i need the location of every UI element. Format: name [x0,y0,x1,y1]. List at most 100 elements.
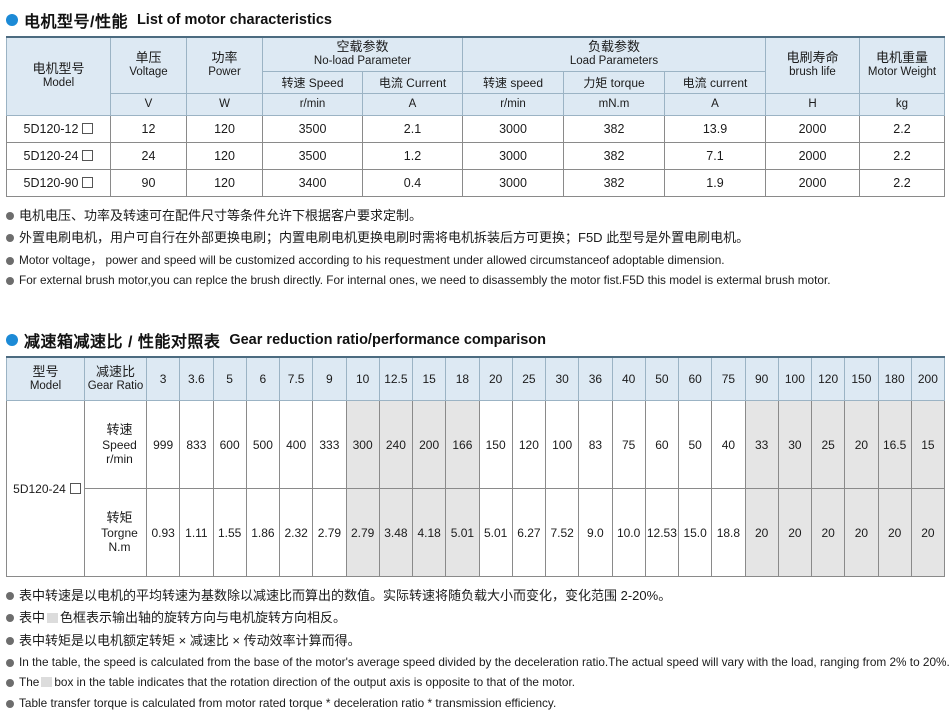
cell-torque-15: 4.18 [411,488,447,577]
cell-load-speed: 3000 [462,141,564,170]
cell-speed-9: 333 [312,400,347,489]
cell-brush-life: 2000 [765,141,860,170]
note-text: The box in the table indicates that the r… [19,675,575,690]
bullet-dot-icon [6,658,14,667]
cell-motor-weight: 2.2 [859,114,945,143]
cell-model: 5D120-12 [6,114,111,143]
note-text: 电机电压、功率及转速可在配件尺寸等条件允许下根据客户要求定制。 [19,208,423,223]
cell-voltage: 24 [110,141,187,170]
th-ratio-7.5: 7.5 [278,356,314,401]
cell-torque-30: 7.52 [544,488,580,577]
th-ratio-50: 50 [644,356,680,401]
note-pre: In the table, the speed is calculated fr… [19,654,950,669]
list-item: 表中转矩是以电机额定转矩 × 减速比 × 传动效率计算而得。 [0,633,950,649]
th-gear-model-cn: 型号 [32,363,59,379]
bullet-dot-icon [6,334,18,346]
th-model-en: Model [42,76,75,89]
checkbox-square-icon [82,176,94,188]
cell-speed-5: 600 [212,400,247,489]
cell-model: 5D120-24 [6,141,111,170]
bullet-dot-icon [6,256,14,265]
th-power-en: Power [208,65,241,78]
th-noload-en: No-load Parameter [313,54,412,67]
speed-label-unit: r/min [106,451,133,466]
cell-load-current: 1.9 [664,168,766,197]
cell-torque-150: 20 [844,488,879,577]
cell-speed-90: 33 [744,400,779,489]
list-item: For external brush motor,you can replce … [0,273,950,288]
cell-speed-120: 25 [810,400,846,489]
table-row: 5D120-24 24 120 3500 1.2 3000 382 7.1 20… [6,141,945,170]
cell-load-torque: 382 [563,114,665,143]
list-item: 外置电刷电机，用户可自行在外部更换电刷；内置电刷电机更换电刷时需将电机拆装后方可… [0,230,950,246]
cell-speed-6: 500 [245,400,281,489]
unit-load-current: A [664,92,766,116]
table-header-row-2: 转速 Speed 电流 Current 转速 speed 力矩 torque 电… [7,70,945,94]
unit-voltage: V [110,92,187,116]
th-brush-en: brush life [789,65,836,78]
th-load-speed: 转速 speed [462,70,564,94]
th-motor-weight: 电机重量 Motor Weight [859,35,945,94]
unit-noload-current: A [362,92,463,116]
th-load-group: 负载参数 Load Parameters [462,35,766,72]
note-text: For external brush motor,you can replce … [19,273,831,288]
note-post: box in the table indicates that the rota… [54,675,576,690]
note-pre: 表中转矩是以电机额定转矩 × 减速比 × 传动效率计算而得。 [19,632,361,648]
section-title-motor-characteristics: 电机型号/性能 List of motor characteristics [0,8,950,32]
gear-speed-row: 5D120-24 转速 Speed r/min 999 833 600 500 400 3… [6,400,946,577]
bullet-dot-icon [6,614,14,623]
table-header-units-row: V W r/min A r/min mN.m A H kg [7,92,945,116]
th-load-en: Load Parameters [569,54,659,67]
th-ratio-30: 30 [544,356,580,401]
model-text: 5D120-90 [23,175,79,190]
note-text: In the table, the speed is calculated fr… [19,655,950,670]
bullet-dot-icon [6,14,18,26]
bullet-dot-icon [6,277,14,286]
cell-noload-speed: 3400 [262,168,363,197]
torque-label-en: Torgne [101,525,138,540]
th-ratio-60: 60 [677,356,713,401]
th-model-cn: 电机型号 [32,61,85,76]
cell-model: 5D120-90 [6,168,111,197]
cell-speed-30: 100 [544,400,580,489]
list-item: 表中 色框表示输出轴的旋转方向与电机旋转方向相反。 [0,610,950,626]
motor-characteristics-table: 电机型号 Model 单压 Voltage 功率 Power 空载参数 No-l… [6,35,945,197]
th-ratio-75: 75 [711,356,746,401]
torque-label-cn: 转矩 [106,509,133,525]
cell-speed-12.5: 240 [378,400,414,489]
cell-voltage: 90 [110,168,187,197]
speed-label-cn: 转速 [106,421,133,437]
cell-torque-9: 2.79 [312,488,347,577]
cell-motor-weight: 2.2 [859,168,945,197]
table-header-row-1: 电机型号 Model 单压 Voltage 功率 Power 空载参数 No-l… [6,35,945,116]
cell-torque-60: 15.0 [677,488,713,577]
th-brush-cn: 电刷寿命 [786,50,839,65]
cell-gear-model: 5D120-24 [6,400,85,577]
speed-label-en: Speed [102,437,137,452]
cell-load-speed: 3000 [462,114,564,143]
cell-power: 120 [186,114,263,143]
cell-torque-25: 6.27 [511,488,547,577]
cell-torque-36: 9.0 [578,488,613,577]
cell-load-torque: 382 [563,141,665,170]
th-ratio-12.5: 12.5 [378,356,414,401]
th-brush-life: 电刷寿命 brush life [765,35,860,94]
th-ratio-3: 3 [145,356,181,401]
cell-speed-180: 16.5 [877,400,912,489]
unit-load-torque: mN.m [563,92,665,116]
th-load-current: 电流 current [664,70,766,94]
note-post: 色框表示输出轴的旋转方向与电机旋转方向相反。 [60,610,347,626]
list-item: The box in the table indicates that the r… [0,675,950,690]
th-ratio-20: 20 [478,356,513,401]
motor-characteristics-table-wrap: 电机型号 Model 单压 Voltage 功率 Power 空载参数 No-l… [0,35,950,197]
model-text: 5D120-12 [23,121,79,136]
gear-torque-row: 转矩 Torgne N.m 0.93 1.11 1.55 1.86 2.32 2.79 2.… [7,488,946,577]
cell-torque-7.5: 2.32 [278,488,314,577]
bullet-dot-icon [6,636,14,645]
cell-speed-40: 75 [611,400,646,489]
th-ratio-36: 36 [578,356,613,401]
cell-speed-label: 转速 Speed r/min [84,400,147,489]
cell-torque-120: 20 [810,488,846,577]
gear-ratio-table-wrap: 型号 Model 减速比 Gear Ratio 3 3.6 5 6 7.5 9 10 12.5… [0,356,950,577]
th-ratio-5: 5 [212,356,247,401]
